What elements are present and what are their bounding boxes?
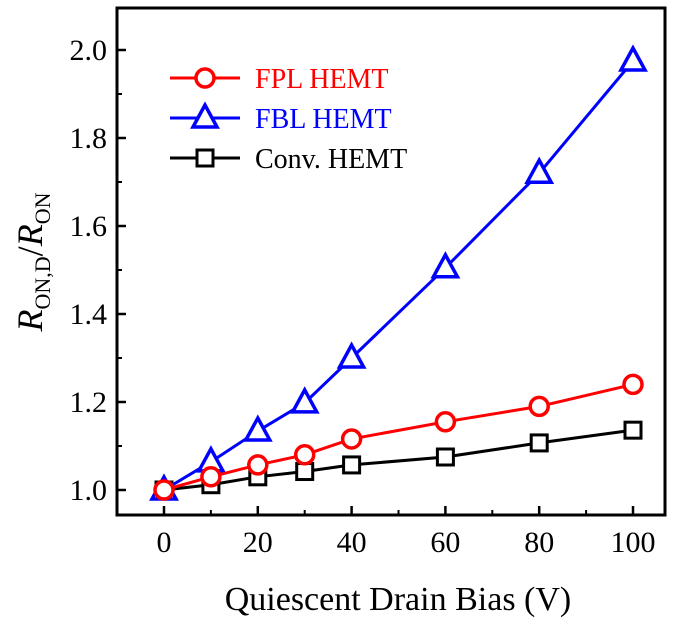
data-point xyxy=(618,44,648,72)
data-point xyxy=(336,341,367,369)
series-line xyxy=(163,382,634,492)
y-tick-label: 1.4 xyxy=(70,298,108,331)
data-point xyxy=(340,428,363,450)
data-point xyxy=(528,395,550,418)
y-tick-label: 1.6 xyxy=(70,210,108,243)
plot-frame xyxy=(115,6,667,517)
data-point xyxy=(342,455,362,475)
legend-item: FBL HEMT xyxy=(170,101,392,135)
data-point xyxy=(247,454,269,476)
series-line xyxy=(163,60,635,492)
legend-label: Conv. HEMT xyxy=(255,144,407,175)
y-axis-label: RON,D/RON xyxy=(10,192,55,332)
y-tick-label: 2.0 xyxy=(70,34,108,67)
x-axis-label: Quiescent Drain Bias (V) xyxy=(225,581,572,618)
data-point xyxy=(289,386,320,414)
series-fpl-hemt xyxy=(153,373,644,501)
data-point xyxy=(435,447,455,467)
y-tick-label: 1.2 xyxy=(70,386,108,419)
data-point xyxy=(200,466,222,488)
x-tick-label: 60 xyxy=(430,526,460,559)
x-tick-label: 0 xyxy=(157,526,172,559)
series-line xyxy=(163,428,634,492)
x-tick-label: 80 xyxy=(524,526,554,559)
x-tick-label: 40 xyxy=(337,526,367,559)
data-point xyxy=(622,373,644,396)
data-point xyxy=(293,444,316,466)
data-point xyxy=(295,462,315,482)
y-tick-label: 1.8 xyxy=(70,122,108,155)
legend-marker xyxy=(195,148,215,168)
legend-item: FPL HEMT xyxy=(170,64,389,95)
data-point xyxy=(529,433,549,453)
series-conv-hemt xyxy=(154,420,643,500)
legend-marker xyxy=(190,101,220,129)
data-point xyxy=(153,479,175,501)
data-point xyxy=(623,420,643,440)
x-tick-label: 100 xyxy=(611,526,656,559)
x-tick-label: 20 xyxy=(243,526,273,559)
data-point xyxy=(434,411,457,433)
data-point xyxy=(430,251,461,279)
legend-label: FBL HEMT xyxy=(255,104,392,135)
legend-label: FPL HEMT xyxy=(255,64,389,95)
y-tick-label: 1.0 xyxy=(70,474,108,507)
legend-item: Conv. HEMT xyxy=(170,144,407,175)
data-point xyxy=(242,414,273,442)
data-point xyxy=(524,156,555,184)
legend-marker xyxy=(194,67,216,89)
